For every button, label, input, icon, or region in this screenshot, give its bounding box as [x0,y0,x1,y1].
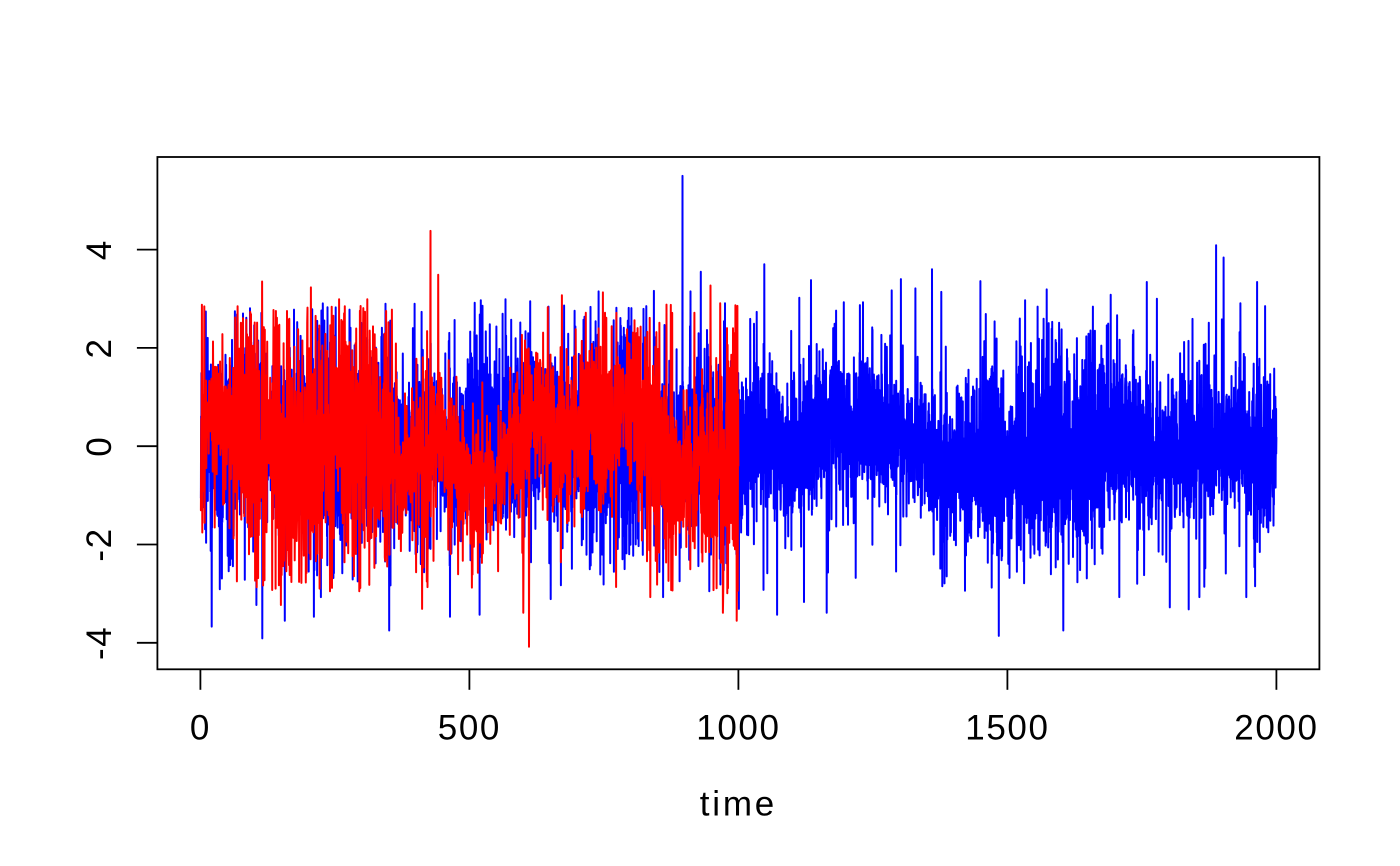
svg-text:0: 0 [80,436,119,457]
svg-text:1500: 1500 [965,708,1049,747]
svg-text:4: 4 [80,239,119,260]
svg-text:2: 2 [80,337,119,358]
svg-text:-4: -4 [80,626,119,660]
svg-text:0: 0 [190,708,211,747]
svg-text:2000: 2000 [1234,708,1318,747]
svg-text:-2: -2 [80,527,119,561]
svg-text:500: 500 [438,708,501,747]
svg-text:1000: 1000 [696,708,780,747]
svg-text:time: time [700,785,777,824]
